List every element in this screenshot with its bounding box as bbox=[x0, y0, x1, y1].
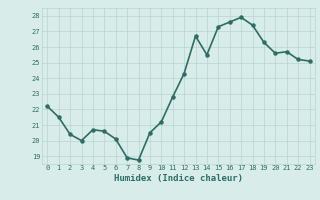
X-axis label: Humidex (Indice chaleur): Humidex (Indice chaleur) bbox=[114, 174, 243, 183]
